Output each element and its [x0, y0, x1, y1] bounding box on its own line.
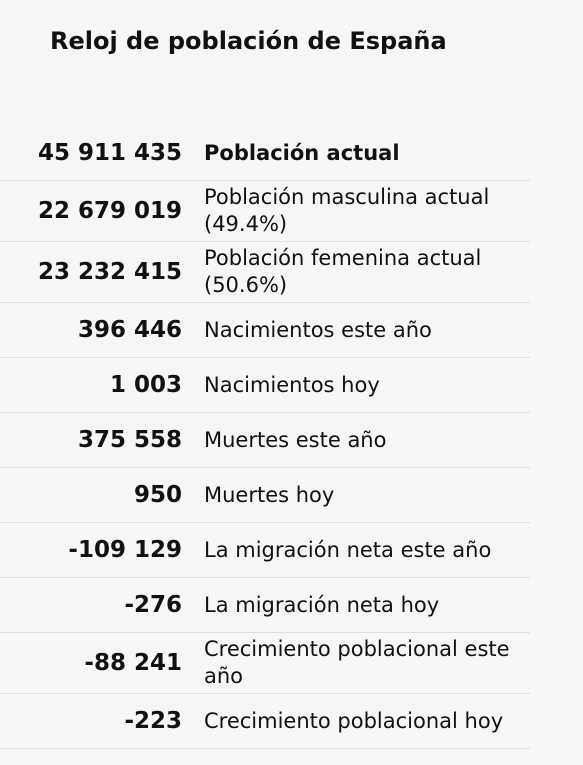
population-stats-table: 45 911 435 Población actual 22 679 019 P…	[0, 126, 530, 749]
stat-value: 950	[133, 482, 182, 508]
stat-row-female-population: 23 232 415 Población femenina actual (50…	[0, 242, 530, 303]
stat-value: 22 679 019	[37, 198, 182, 224]
stat-label: Crecimiento poblacional este año	[204, 637, 510, 688]
stat-label: La migración neta hoy	[204, 592, 440, 617]
stat-row-growth-today: -223 Crecimiento poblacional hoy	[0, 694, 530, 749]
stat-row-current-population: 45 911 435 Población actual	[0, 126, 530, 181]
stat-label: Población actual	[204, 140, 400, 165]
stat-row-births-year: 396 446 Nacimientos este año	[0, 303, 530, 358]
stat-value: -109 129	[68, 537, 182, 563]
stat-label: Nacimientos hoy	[204, 372, 380, 397]
stat-row-births-today: 1 003 Nacimientos hoy	[0, 358, 530, 413]
stat-value: 375 558	[77, 427, 182, 453]
stat-row-male-population: 22 679 019 Población masculina actual (4…	[0, 181, 530, 242]
stat-label: Población masculina actual (49.4%)	[204, 185, 490, 236]
stat-value: -88 241	[84, 650, 182, 676]
stat-label: Crecimiento poblacional hoy	[204, 708, 504, 733]
stat-label: Población femenina actual (50.6%)	[204, 246, 482, 297]
stat-value: -223	[124, 708, 182, 734]
stat-value: -276	[124, 592, 182, 618]
stat-value: 23 232 415	[37, 259, 182, 285]
stat-label: La migración neta este año	[204, 537, 492, 562]
stat-row-growth-year: -88 241 Crecimiento poblacional este año	[0, 633, 530, 694]
stat-row-deaths-today: 950 Muertes hoy	[0, 468, 530, 523]
stat-label: Nacimientos este año	[204, 317, 432, 342]
stat-label: Muertes hoy	[204, 482, 335, 507]
stat-value: 45 911 435	[37, 140, 182, 166]
stat-row-net-migration-year: -109 129 La migración neta este año	[0, 523, 530, 578]
stat-value: 396 446	[77, 317, 182, 343]
stat-value: 1 003	[109, 372, 182, 398]
page-title: Reloj de población de España	[50, 27, 447, 55]
stat-label: Muertes este año	[204, 427, 387, 452]
stat-row-net-migration-today: -276 La migración neta hoy	[0, 578, 530, 633]
stat-row-deaths-year: 375 558 Muertes este año	[0, 413, 530, 468]
